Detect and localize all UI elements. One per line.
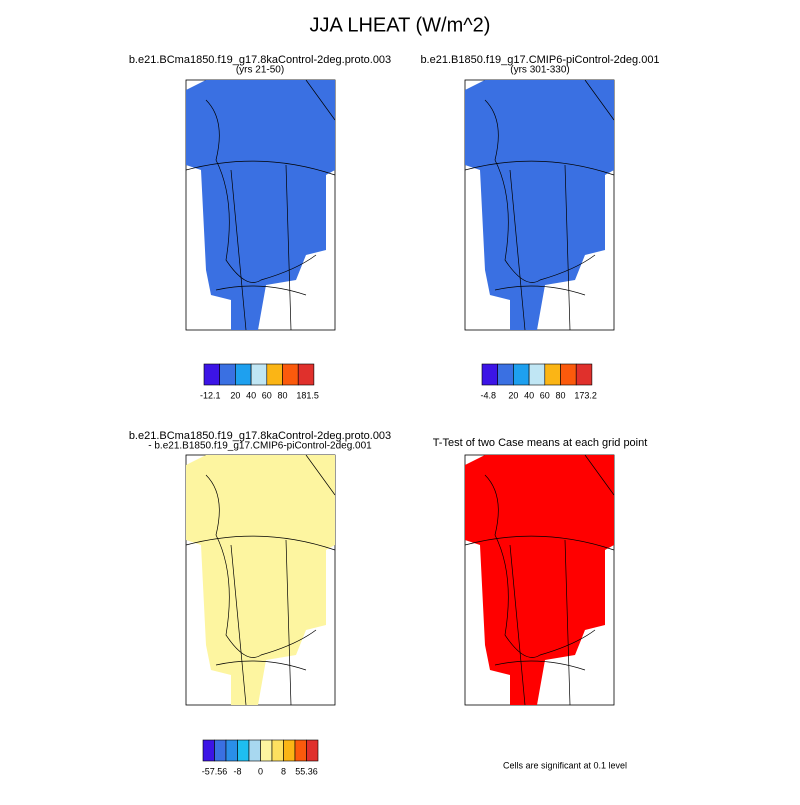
panel-title: - b.e21.B1850.f19_g17.CMIP6-piControl-2d… (148, 441, 372, 452)
map-panel (185, 454, 336, 706)
colorbar-box (202, 739, 215, 762)
colorbar-box (250, 363, 268, 386)
colorbar-box (225, 739, 238, 762)
colorbar-box (219, 363, 236, 386)
colorbar-box (283, 739, 296, 762)
colorbar-box (306, 739, 319, 762)
panel-title: (yrs 21-50) (236, 65, 284, 76)
colorbar-box (481, 363, 498, 386)
colorbar-box (497, 363, 514, 386)
colorbar-label: 40 (246, 390, 256, 400)
map-panel (185, 79, 336, 331)
panel-title: T-Test of two Case means at each grid po… (433, 437, 648, 449)
colorbar-label: -12.1 (200, 390, 221, 400)
colorbar-box (248, 739, 261, 762)
colorbar-box (237, 739, 250, 762)
colorbar-box (544, 363, 561, 386)
colorbar-box (282, 363, 299, 386)
colorbar-label: 181.5 (296, 390, 319, 400)
colorbar-box (528, 363, 546, 386)
colorbar-box (203, 363, 220, 386)
colorbar-box (294, 739, 307, 762)
panel-title: b.e21.B1850.f19_g17.CMIP6-piControl-2deg… (420, 54, 659, 66)
footnote: Cells are significant at 0.1 level (503, 760, 627, 770)
colorbar-label: -57.56 (202, 766, 228, 776)
panel-title: b.e21.BCma1850.f19_g17.8kaControl-2deg.p… (129, 54, 391, 66)
colorbar-label: 173.2 (574, 390, 597, 400)
colorbar-label: 8 (281, 766, 286, 776)
colorbar-label: 40 (524, 390, 534, 400)
map-panel (464, 454, 615, 706)
colorbar-box (260, 739, 273, 762)
colorbar-label: 55.36 (295, 766, 318, 776)
colorbar-label: -4.8 (481, 390, 497, 400)
colorbar-box (297, 363, 315, 386)
colorbar-box (235, 363, 252, 386)
figure-title: JJA LHEAT (W/m^2) (310, 14, 491, 36)
colorbar-label: 0 (258, 766, 263, 776)
colorbar-label: -8 (233, 766, 241, 776)
colorbar-box (575, 363, 593, 386)
panel-title: b.e21.BCma1850.f19_g17.8kaControl-2deg.p… (129, 430, 391, 442)
map-panel (464, 79, 615, 331)
colorbar-label: 20 (508, 390, 518, 400)
colorbar-label: 60 (262, 390, 272, 400)
colorbar-box (271, 739, 284, 762)
colorbar-box (214, 739, 227, 762)
colorbar-label: 60 (540, 390, 550, 400)
panel-title: (yrs 301-330) (510, 65, 569, 76)
colorbar-label: 20 (230, 390, 240, 400)
colorbar-label: 80 (277, 390, 287, 400)
colorbar-label: 80 (555, 390, 565, 400)
colorbar-box (266, 363, 283, 386)
colorbar-box (560, 363, 577, 386)
colorbar-box (513, 363, 530, 386)
